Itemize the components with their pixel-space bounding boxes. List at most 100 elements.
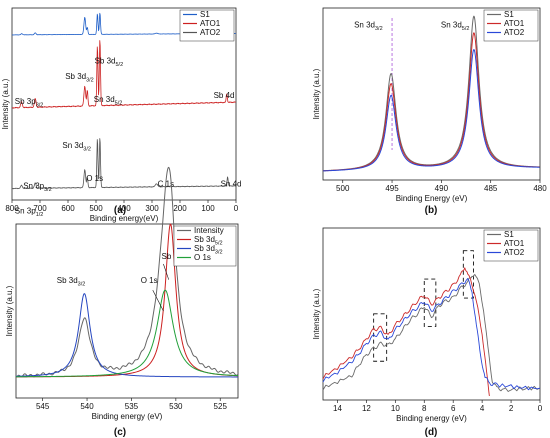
x-tick-label: 495 [385, 184, 399, 193]
peak-label-sub: 3/2 [78, 282, 86, 288]
peak-label: Sn 3d3/2 [62, 141, 91, 153]
panel-label: (d) [425, 427, 438, 438]
x-axis-ticks: 545 540 535 530 525 [36, 398, 227, 411]
x-tick-label: 2 [509, 404, 514, 413]
x-axis-label: Binding energy (eV) [396, 414, 467, 423]
peak-label-main: Sn 3d [62, 141, 83, 150]
peak-label-main: Sn 3d [354, 21, 375, 30]
peak-label-main: O 1s [86, 174, 103, 183]
peak-label: Sn 4d [221, 180, 242, 189]
x-tick-label: 4 [480, 404, 485, 413]
peak-label-sub: 3/2 [36, 103, 44, 109]
annotation-arrow [163, 263, 170, 280]
peak-label: Sb 3d3/2 [57, 276, 86, 288]
legend-entry-text: S1 [504, 230, 514, 239]
panel-a: 800 700 600 500 400 300 200 100 0 Binding energy(… [1, 7, 242, 223]
x-tick-label: 490 [435, 184, 449, 193]
x-tick-label: 485 [484, 184, 498, 193]
peak-label: O 1s [141, 276, 158, 285]
annotation-arrow [152, 289, 164, 312]
peak-label: O 1s [86, 174, 103, 183]
x-axis-label: Binding energy (eV) [92, 412, 163, 421]
x-tick-label: 500 [89, 204, 103, 213]
plot-frame [322, 227, 541, 401]
legend-entry: ATO2 [504, 248, 525, 257]
peak-label: Sb 4d [214, 91, 235, 100]
x-tick-label: 535 [125, 402, 139, 411]
legend-entry: O 1s [194, 253, 211, 262]
y-axis-label: Intensity (a.u.) [312, 288, 321, 339]
legend-entry-text: S1 [504, 10, 514, 19]
legend-entry-text: ATO2 [504, 28, 525, 37]
peak-label-main: Sn 3d [94, 95, 115, 104]
peak-label-main: Sn 3p [15, 206, 36, 215]
peak-label-main: Sb 4d [214, 91, 235, 100]
panel-label: (a) [114, 205, 126, 216]
legend-entry: S1 [200, 10, 210, 19]
legend-box [483, 9, 539, 42]
x-tick-label: 400 [117, 204, 131, 213]
panel-d: 14 12 10 8 6 4 2 0 Binding energy (eV) Intensity … [312, 227, 543, 438]
x-tick-label: 8 [422, 404, 427, 413]
peak-label: Sn 3d5/2 [441, 21, 470, 33]
peak-label-main: Sn 3p [23, 181, 44, 190]
panel-label: (c) [114, 427, 126, 438]
x-tick-label: 800 [5, 204, 19, 213]
x-tick-label: 530 [169, 402, 183, 411]
legend-box [179, 9, 235, 42]
x-tick-label: 300 [145, 204, 159, 213]
highlight-dashed-box [373, 313, 388, 362]
x-tick-label: 500 [336, 184, 350, 193]
peak-label-sub: 3/2 [86, 78, 94, 84]
legend-entry-text: Sb 3d [194, 235, 215, 244]
panel-label: (b) [425, 205, 438, 216]
peak-label-sub: 1/2 [36, 212, 44, 218]
y-axis-label: Intensity (a.u.) [1, 78, 10, 129]
legend-entry-text: S1 [200, 10, 210, 19]
legend-box [173, 225, 237, 267]
series-intensity [15, 166, 239, 378]
peak-label-sub: 3/2 [375, 26, 383, 32]
peak-label: Sn 3d5/2 [94, 95, 123, 107]
series-ato2 [322, 278, 541, 391]
legend-entry-text: ATO1 [504, 239, 525, 248]
peak-label-sub: 5/2 [462, 26, 470, 32]
peak-label: Sn 3p3/2 [23, 181, 52, 193]
x-tick-label: 6 [451, 404, 456, 413]
peak-label: Sn 3p1/2 [15, 206, 44, 218]
series-sb-3d3-2 [15, 293, 239, 378]
peak-label-main: Sb 3d [57, 276, 78, 285]
peak-label-main: Sn 4d [221, 180, 242, 189]
legend-box [483, 229, 539, 262]
x-tick-label: 200 [173, 204, 187, 213]
legend-entry: ATO1 [504, 239, 525, 248]
highlight-dashed-box [462, 250, 474, 299]
legend-entry: ATO2 [200, 28, 221, 37]
x-axis-label: Binding Energy (eV) [396, 194, 468, 203]
legend-entry: S1 [504, 10, 514, 19]
panel-c: 545 540 535 530 525 Binding energy (eV) Intens… [5, 166, 239, 438]
x-tick-label: 0 [538, 404, 543, 413]
peak-label-main: Sn 3d [441, 21, 462, 30]
y-axis-label: Intensity (a.u.) [5, 285, 14, 336]
legend-entry-text: ATO2 [200, 28, 221, 37]
x-axis-ticks: 500 495 490 485 480 [336, 180, 547, 193]
x-tick-label: 12 [362, 404, 371, 413]
peak-label: Sb 3p3/2 [15, 97, 44, 109]
peak-label-main: Sb 3d [95, 57, 116, 66]
legend-entry-sub: 3/2 [215, 250, 223, 256]
x-tick-label: 700 [33, 204, 47, 213]
legend-entry: ATO1 [504, 19, 525, 28]
peak-label-sub: 3/2 [44, 187, 52, 193]
y-axis-label: Intensity (a.u.) [312, 68, 321, 119]
series-ato1 [322, 32, 540, 172]
series-ato2 [322, 48, 540, 172]
legend-entry-sub: 5/2 [215, 241, 223, 247]
legend-entry: Sb 3d5/2 [194, 235, 223, 247]
x-tick-label: 545 [36, 402, 50, 411]
peak-label: Sb 3d5/2 [95, 57, 124, 69]
legend-entry: ATO2 [504, 28, 525, 37]
